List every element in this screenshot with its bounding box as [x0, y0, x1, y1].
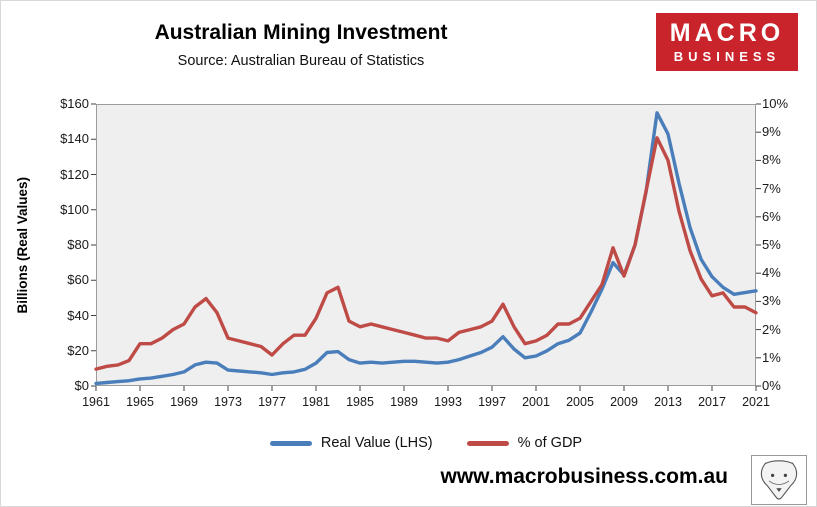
y-axis-right-tick-label: 10%: [762, 96, 789, 111]
y-axis-right-tick-label: 3%: [762, 293, 781, 309]
real-value-line-swatch: [269, 440, 312, 446]
plot-area: [91, 103, 761, 391]
legend-label-pct-gdp: % of GDP: [517, 435, 583, 451]
chart-plot-svg: [91, 103, 761, 391]
x-axis-tick-label: 2009: [610, 395, 638, 409]
y-axis-title: Billions (Real Values): [11, 104, 33, 386]
x-axis-tick-label: 1977: [258, 395, 286, 409]
y-axis-right-tick-label: 5%: [762, 237, 781, 252]
y-axis-left-tick-label: $40: [67, 307, 89, 323]
y-axis-left-tick-label: $140: [60, 131, 89, 147]
x-axis-tick-label: 2021: [742, 395, 770, 409]
y-axis-left-tick-label: $0: [74, 378, 89, 393]
website-link[interactable]: www.macrobusiness.com.au: [440, 465, 728, 488]
x-axis-tick-label: 1997: [478, 395, 506, 409]
chart-source-subtitle: Source: Australian Bureau of Statistics: [177, 53, 425, 69]
x-axis-tick-label: 1973: [214, 395, 242, 409]
series-line-pct-of-gdp: [94, 136, 758, 371]
x-axis-tick-label: 2017: [698, 395, 726, 409]
y-axis-left-tick-label: $120: [60, 166, 89, 182]
legend-item-real-value: Real Value (LHS): [269, 435, 433, 451]
logo-line2: BUSINESS: [673, 49, 781, 65]
y-axis-right-tick-label: 0%: [762, 378, 781, 393]
y-axis-left-tick-label: $20: [67, 342, 89, 358]
x-axis-tick-label: 2013: [654, 395, 682, 409]
x-axis-tick-label: 2005: [566, 395, 594, 409]
logo-line1: MACRO: [669, 18, 785, 47]
x-axis-tick-label: 1969: [170, 395, 198, 409]
x-axis-tick-label: 2001: [522, 395, 550, 409]
y-axis-right-tick-label: 8%: [762, 152, 781, 168]
y-axis-left-tick-label: $160: [60, 96, 89, 111]
y-axis-left-tick-label: $60: [67, 272, 89, 288]
wolf-logo: [751, 455, 807, 505]
legend-item-pct-gdp: % of GDP: [466, 435, 583, 451]
x-axis-tick-label: 1989: [390, 395, 418, 409]
y-axis-right-tick-label: 1%: [762, 349, 781, 365]
legend: Real Value (LHS) % of GDP: [96, 435, 756, 451]
x-axis-tick-label: 1981: [302, 395, 330, 409]
y-axis-left-tick-label: $80: [67, 237, 89, 252]
y-axis-right-tick-label: 7%: [762, 180, 781, 196]
x-axis-tick-label: 1965: [126, 395, 154, 409]
x-axis-tick-label: 1961: [82, 395, 110, 409]
x-axis-tick-label: 1993: [434, 395, 462, 409]
page-title: Australian Mining Investment: [154, 21, 448, 44]
y-axis-right-tick-label: 9%: [762, 124, 781, 140]
y-axis-title-text: Billions (Real Values): [14, 176, 30, 314]
y-axis-right-tick-label: 4%: [762, 265, 781, 281]
macrobusiness-logo: MACRO BUSINESS: [656, 13, 798, 71]
gdp-line-swatch: [466, 440, 509, 446]
y-axis-right-tick-label: 2%: [762, 321, 781, 337]
legend-label-real-value: Real Value (LHS): [320, 435, 433, 451]
wolf-icon: [760, 460, 798, 500]
y-axis-right-tick-label: 6%: [762, 208, 781, 224]
y-axis-left-tick-label: $100: [60, 201, 89, 217]
x-axis-tick-label: 1985: [346, 395, 374, 409]
